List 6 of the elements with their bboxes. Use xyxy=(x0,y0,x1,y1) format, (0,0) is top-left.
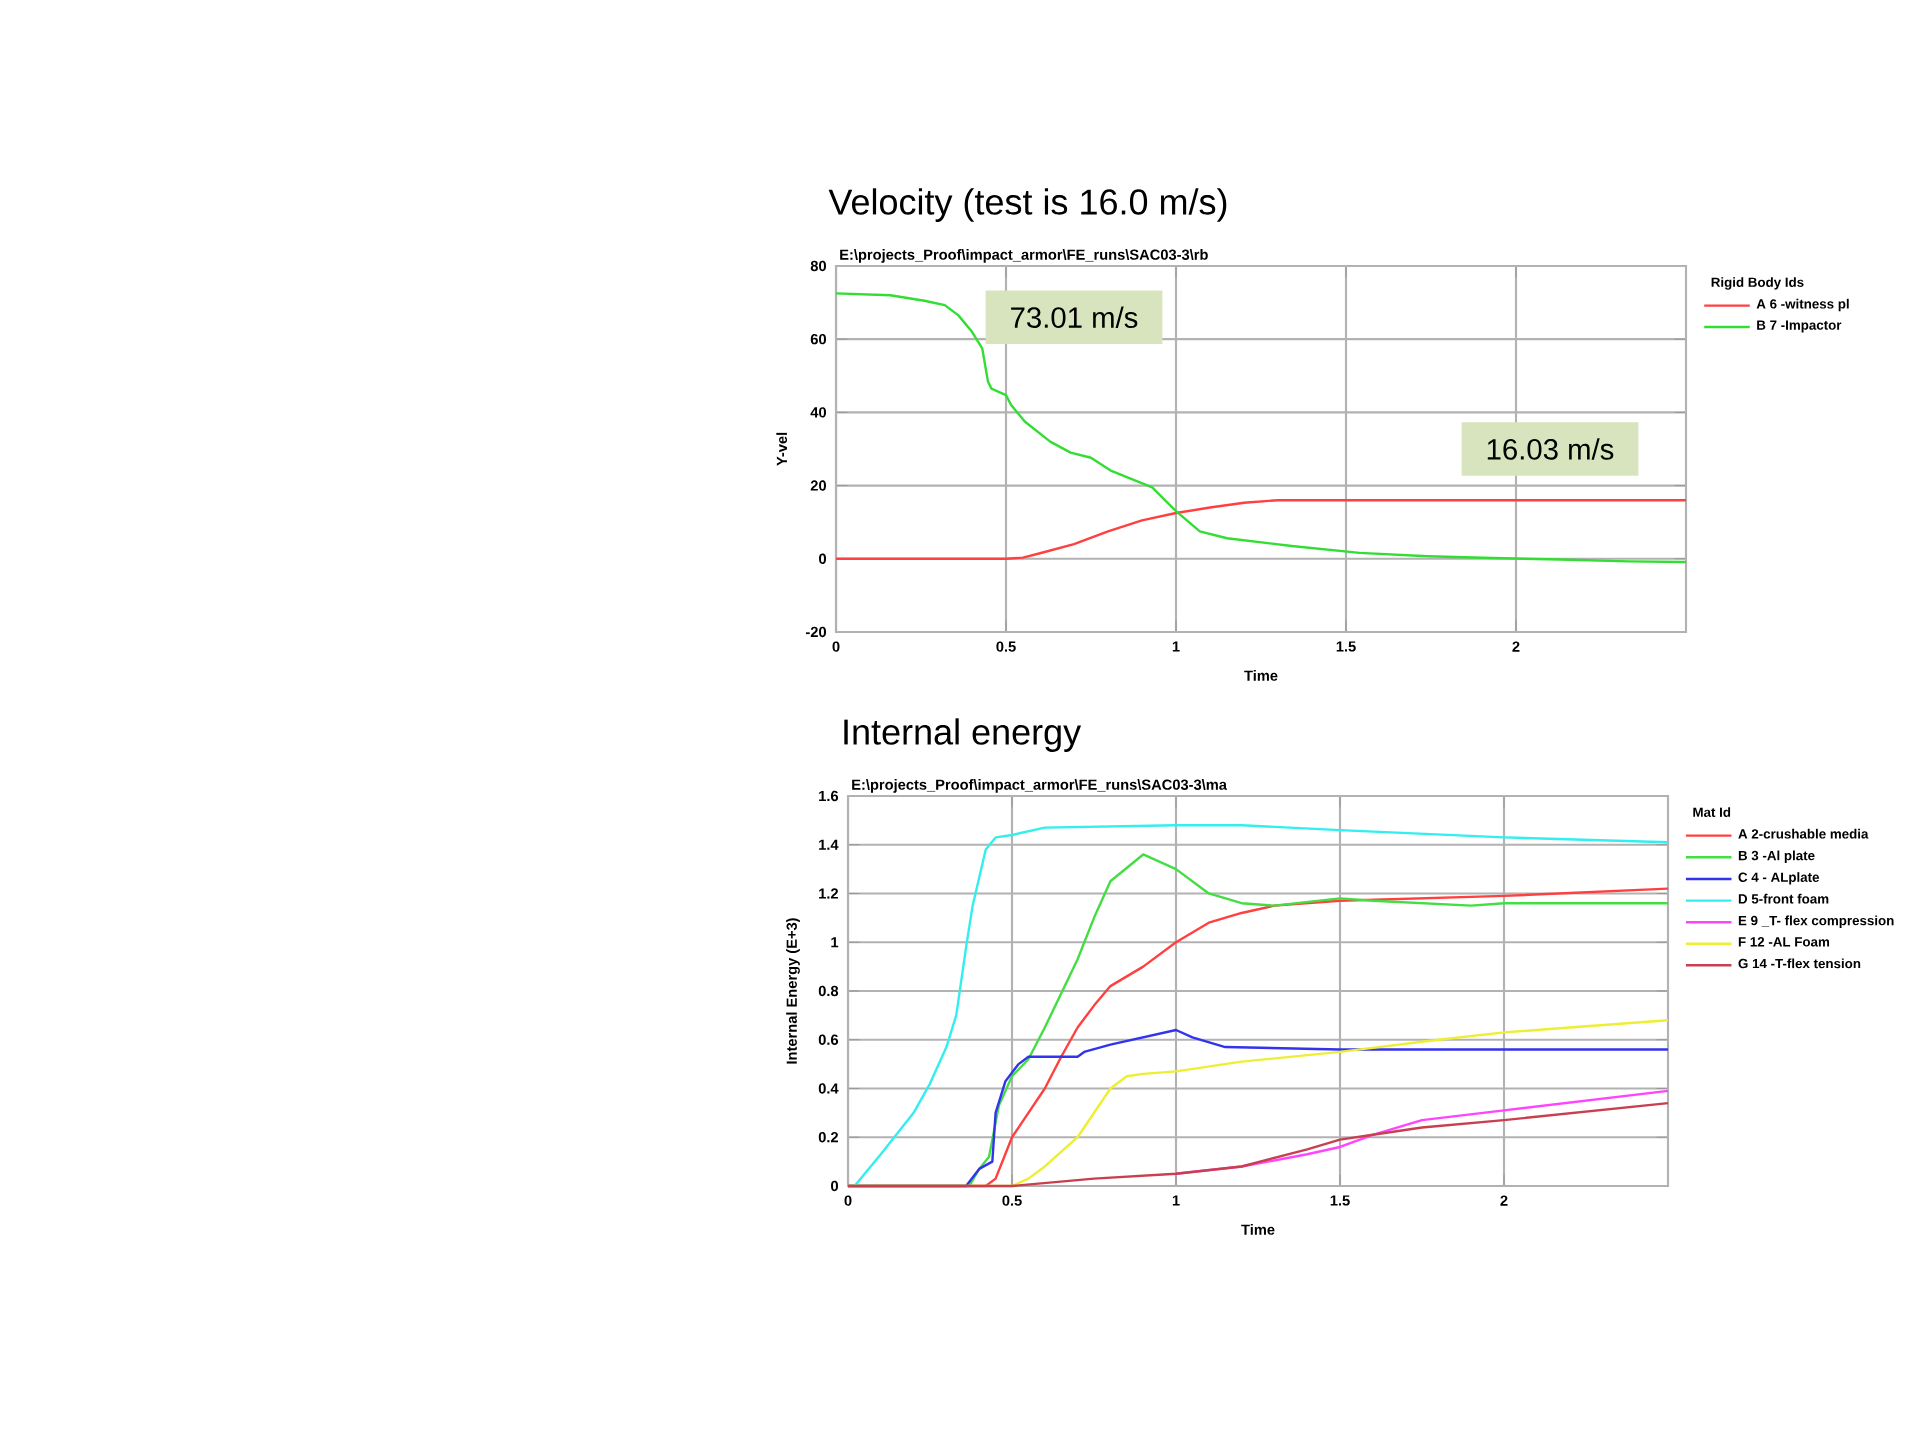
line-series xyxy=(846,1101,1670,1188)
chart-title: Internal energy xyxy=(844,718,1082,752)
line-series xyxy=(834,292,1688,564)
chart-title: Velocity (test is 16.0 m/s) xyxy=(828,188,1227,222)
annotation: 16.03 m/s xyxy=(1487,438,1614,460)
annotation: 73.01 m/s xyxy=(1011,306,1138,328)
